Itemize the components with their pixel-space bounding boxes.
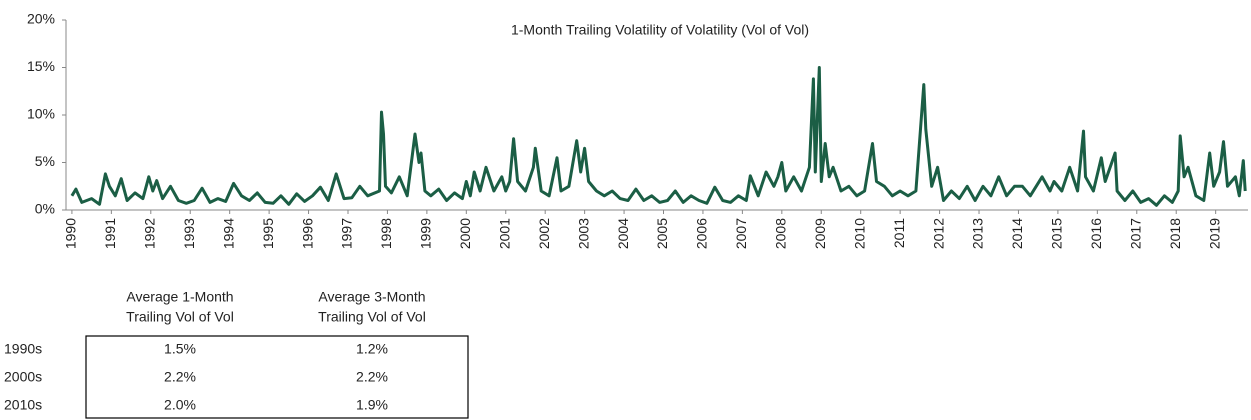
x-tick-label: 2008 [773, 218, 789, 249]
x-tick-label: 2013 [970, 218, 986, 249]
table-cell: 2.2% [356, 369, 388, 385]
x-tick-label: 1998 [378, 218, 394, 249]
row-label: 2000s [4, 369, 42, 385]
x-tick-label: 1990 [63, 218, 79, 249]
x-tick-label: 1993 [181, 218, 197, 249]
x-tick-label: 2011 [891, 218, 907, 248]
y-tick-label: 0% [35, 201, 55, 217]
x-tick-label: 2012 [930, 218, 946, 249]
table-cell: 1.2% [356, 341, 388, 357]
table-header: Trailing Vol of Vol [126, 309, 234, 325]
table-header: Average 1-Month [126, 289, 233, 305]
x-tick-label: 1991 [102, 218, 118, 249]
x-tick-label: 2010 [851, 218, 867, 249]
table-header: Trailing Vol of Vol [318, 309, 426, 325]
table-cell: 1.5% [164, 341, 196, 357]
x-tick-label: 2003 [575, 218, 591, 249]
table-border [85, 335, 469, 419]
x-tick-label: 2019 [1206, 218, 1222, 249]
x-tick-label: 2004 [615, 218, 631, 249]
x-tick-label: 2018 [1167, 218, 1183, 249]
table-header: Average 3-Month [318, 289, 425, 305]
table-cell: 2.2% [164, 369, 196, 385]
x-tick-label: 2006 [694, 218, 710, 249]
y-tick-label: 15% [27, 58, 55, 74]
x-tick-label: 2000 [457, 218, 473, 249]
y-tick-label: 5% [35, 153, 55, 169]
x-tick-label: 1994 [220, 218, 236, 249]
x-tick-label: 2001 [496, 218, 512, 249]
x-tick-label: 2009 [812, 218, 828, 249]
x-tick-label: 2014 [1009, 218, 1025, 249]
x-tick-label: 2015 [1049, 218, 1065, 249]
x-tick-label: 2007 [733, 218, 749, 249]
y-tick-label: 10% [27, 106, 55, 122]
x-tick-label: 1992 [141, 218, 157, 249]
chart-title: 1-Month Trailing Volatility of Volatilit… [511, 22, 809, 38]
x-tick-label: 1999 [418, 218, 434, 249]
x-tick-label: 1997 [339, 218, 355, 249]
table-cell: 1.9% [356, 397, 388, 413]
y-tick-label: 20% [27, 11, 55, 27]
x-tick-label: 1996 [299, 218, 315, 249]
x-tick-label: 2005 [654, 218, 670, 249]
line-series [70, 66, 1247, 207]
x-tick-label: 2016 [1088, 218, 1104, 249]
row-label: 1990s [4, 341, 42, 357]
x-tick-label: 1995 [260, 218, 276, 249]
x-tick-label: 2017 [1127, 218, 1143, 249]
x-tick-label: 2002 [536, 218, 552, 249]
table-cell: 2.0% [164, 397, 196, 413]
row-label: 2010s [4, 397, 42, 413]
